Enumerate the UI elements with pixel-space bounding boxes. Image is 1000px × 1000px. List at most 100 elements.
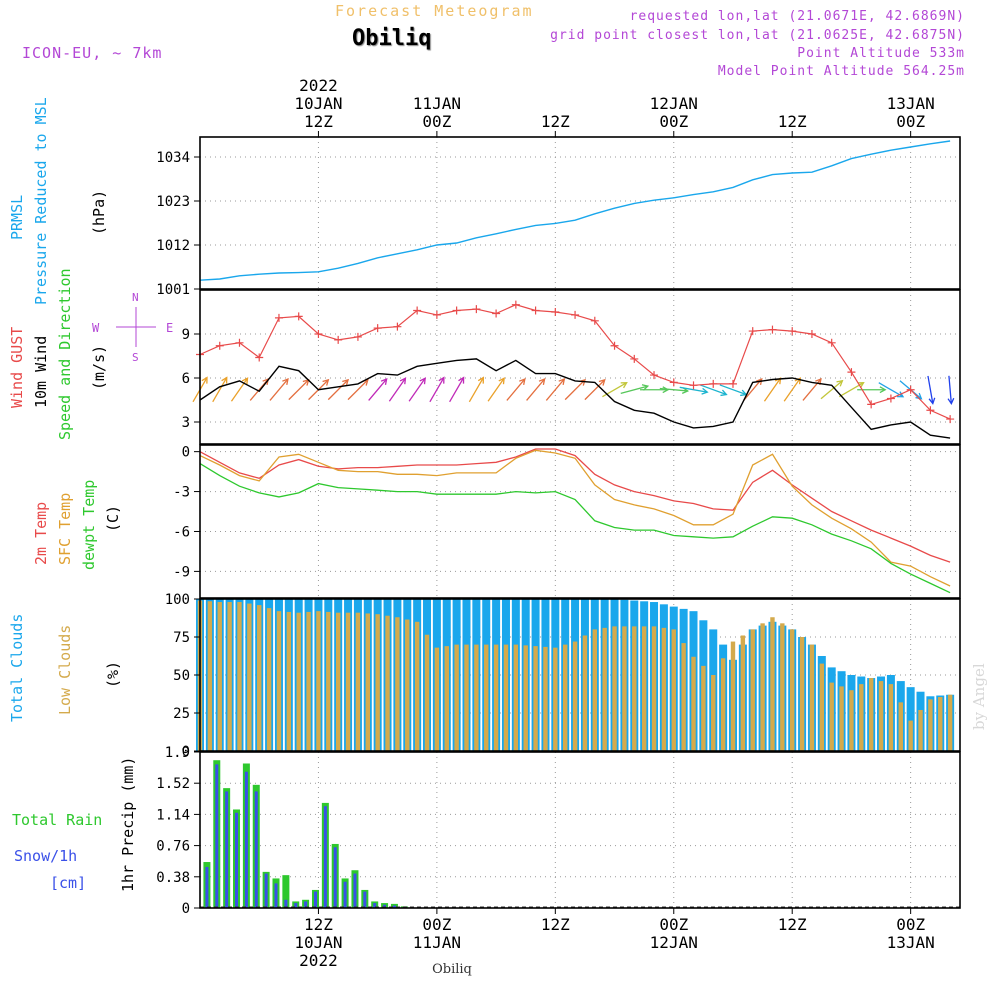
wind-gust-point — [748, 327, 757, 336]
cloud-low-bar — [523, 645, 528, 751]
model-label: ICON-EU, ~ 7km — [22, 44, 163, 62]
wind-arrow-head — [538, 377, 546, 386]
pressure-label-msl: Pressure Reduced to MSL — [32, 97, 50, 305]
precip-snow-bar — [383, 904, 387, 908]
wind-arrow — [269, 378, 289, 401]
wind-arrow — [230, 377, 249, 402]
wind-arrow-head — [477, 376, 485, 384]
cloud-low-bar — [464, 644, 469, 751]
ytick-label-pressure-3: 1034 — [156, 150, 190, 166]
precip-snow-bar — [323, 806, 327, 908]
cloud-low-bar — [720, 658, 726, 751]
wind-arrow — [368, 378, 388, 401]
cloud-low-bar — [750, 629, 755, 751]
wind-label-10m: 10m Wind — [32, 336, 50, 408]
model-altitude: Model Point Altitude 564.25m — [717, 64, 965, 79]
wind-arrow-head — [720, 389, 728, 397]
wind-gust-point — [274, 313, 283, 322]
top-tick-hour-1: 00Z — [422, 112, 451, 131]
precip-snow-bar — [353, 873, 357, 908]
top-tick-hour-2: 12Z — [541, 112, 570, 131]
cloud-low-bar — [424, 634, 430, 751]
wind-gust-point — [235, 338, 244, 347]
wind-gust-point — [610, 341, 619, 350]
cloud-low-bar — [286, 611, 292, 751]
cloud-low-bar — [651, 626, 657, 751]
cloud-low-bar — [868, 678, 874, 751]
wind-arrow — [288, 379, 310, 401]
cloud-low-bar — [809, 644, 815, 751]
wind-arrow-head — [498, 377, 505, 385]
wind-arrow — [743, 378, 763, 401]
cloud-low-bar — [296, 612, 301, 751]
cloud-low-bar — [493, 644, 499, 751]
wind-gust-point — [630, 354, 639, 363]
wind-gust-point — [728, 379, 737, 388]
wind-arrow — [429, 377, 445, 403]
cloud-low-bar — [701, 665, 706, 751]
precip-snow-bar — [235, 812, 239, 908]
cloud-low-bar — [612, 626, 617, 751]
wind-arrow-head — [558, 377, 566, 386]
wind-arrow — [564, 379, 586, 401]
cloud-low-bar — [691, 656, 696, 751]
ytick-label-precip-5: 1.9 — [165, 745, 190, 761]
cloud-low-bar — [207, 601, 213, 751]
footer-location: Obiliq — [432, 962, 472, 977]
wind-arrow-head — [915, 392, 923, 400]
wind-arrow-head — [201, 376, 208, 384]
panel-frame-precip — [199, 751, 961, 909]
bottom-tick-hour-5: 00Z — [896, 915, 925, 934]
wind-gust-point — [946, 415, 955, 424]
wind-gust-point — [413, 306, 422, 315]
cloud-low-bar — [247, 603, 252, 751]
wind-gust-point — [294, 312, 303, 321]
top-tick-hour-4: 12Z — [778, 112, 807, 131]
wind-gust-point — [807, 330, 816, 338]
precip-snow-bar — [254, 791, 258, 908]
wind-arrow — [347, 379, 369, 401]
bottom-tick-date-1: 11JAN — [413, 933, 461, 952]
ytick-label-clouds-4: 0 — [182, 744, 190, 760]
wind-arrow-head — [438, 376, 445, 384]
top-tick-hour-3: 00Z — [659, 112, 688, 131]
cloud-low-bar — [790, 629, 795, 751]
wind-arrow-head — [342, 378, 350, 386]
cloud-low-bar — [878, 681, 884, 751]
wind-speed-line — [199, 358, 951, 439]
precip-snow-bar — [304, 901, 308, 908]
wind-gust-point — [669, 378, 678, 387]
ytick-label-wind-1: 6 — [182, 371, 190, 387]
cloud-low-bar — [928, 699, 933, 751]
ytick-label-temperature-3: -9 — [173, 564, 190, 580]
cloud-low-bar — [553, 647, 558, 751]
wind-gust-point — [689, 381, 698, 390]
wind-arrow-head — [701, 387, 709, 395]
wind-gust-point — [827, 338, 836, 347]
wind-gust-point — [709, 379, 718, 388]
cloud-low-bar — [888, 684, 894, 751]
pressure-label-prmsl: PRMSL — [8, 195, 26, 240]
compass-w: W — [92, 321, 100, 335]
top-tick-hour-0: 12Z — [304, 112, 333, 131]
temp-line-1 — [199, 449, 951, 587]
wind-arrow — [468, 377, 484, 403]
ytick-label-temperature-0: 0 — [182, 445, 190, 461]
ytick-label-precip-4: 1.52 — [156, 776, 190, 792]
top-tick-date-0: 10JAN — [294, 94, 342, 113]
bottom-tick-date-3: 12JAN — [650, 933, 698, 952]
wind-gust-point — [926, 406, 935, 415]
pressure-unit: (hPa) — [90, 190, 108, 235]
wind-gust-point — [886, 394, 895, 403]
top-year: 2022 — [299, 76, 338, 95]
cloud-low-bar — [306, 611, 311, 751]
cloud-low-bar — [543, 646, 548, 751]
wind-arrow-head — [620, 382, 628, 389]
cloud-low-bar — [335, 612, 341, 751]
wind-arrow-head — [241, 377, 249, 385]
wind-arrow — [763, 377, 782, 402]
cloud-low-bar — [257, 605, 262, 751]
precip-snow-bar — [215, 764, 219, 908]
wind-label-dir: Speed and Direction — [56, 268, 74, 440]
top-tick-date-3: 12JAN — [650, 94, 698, 113]
